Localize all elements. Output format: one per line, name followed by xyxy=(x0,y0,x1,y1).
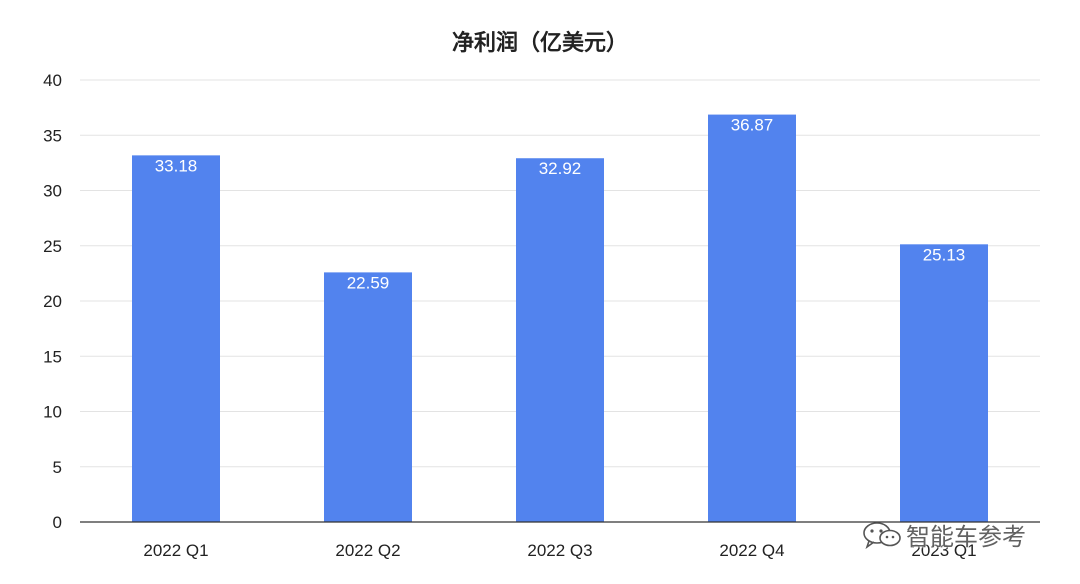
x-axis-ticks: 2022 Q1 2022 Q2 2022 Q3 2022 Q4 2023 Q1 xyxy=(143,541,976,560)
x-tick-label: 2022 Q1 xyxy=(143,541,208,560)
wechat-icon xyxy=(863,521,901,549)
bar xyxy=(900,244,988,522)
bar xyxy=(132,155,220,522)
y-tick-label: 15 xyxy=(43,347,62,366)
bar xyxy=(708,114,796,523)
bar xyxy=(516,158,604,522)
bar-value-label: 36.87 xyxy=(731,116,774,135)
y-tick-label: 25 xyxy=(43,237,62,256)
y-axis-ticks: 0 5 10 15 20 25 30 35 40 xyxy=(43,71,62,532)
x-tick-label: 2022 Q3 xyxy=(527,541,592,560)
bar-value-label: 22.59 xyxy=(347,273,390,292)
bar-value-label: 33.18 xyxy=(155,156,198,175)
watermark: 智能车参考 xyxy=(862,517,1026,552)
y-tick-label: 35 xyxy=(43,126,62,145)
bar-value-label: 25.13 xyxy=(923,245,966,264)
bar-value-label: 32.92 xyxy=(539,159,582,178)
bar xyxy=(324,272,412,522)
bars: 33.18 22.59 32.92 36.87 25.13 xyxy=(132,114,988,523)
y-tick-label: 20 xyxy=(43,292,62,311)
y-tick-label: 10 xyxy=(43,403,62,422)
y-tick-label: 5 xyxy=(53,458,62,477)
watermark-text: 智能车参考 xyxy=(906,523,1026,551)
x-tick-label: 2023 Q1 xyxy=(911,541,976,560)
x-tick-label: 2022 Q4 xyxy=(719,541,784,560)
chart-title: 净利润（亿美元） xyxy=(452,30,628,56)
y-tick-label: 30 xyxy=(43,182,62,201)
y-tick-label: 0 xyxy=(53,513,62,532)
y-tick-label: 40 xyxy=(43,71,62,90)
x-tick-label: 2022 Q2 xyxy=(335,541,400,560)
